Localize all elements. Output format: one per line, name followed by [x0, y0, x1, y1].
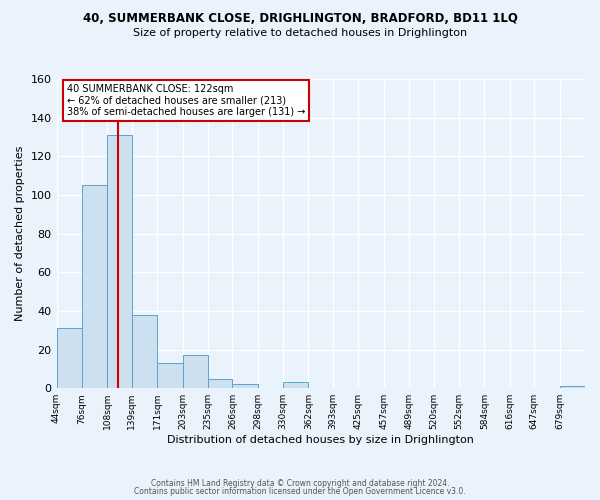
Bar — [232, 384, 258, 388]
Bar — [157, 363, 182, 388]
Bar — [107, 135, 132, 388]
Bar — [82, 186, 107, 388]
Text: 40 SUMMERBANK CLOSE: 122sqm
← 62% of detached houses are smaller (213)
38% of se: 40 SUMMERBANK CLOSE: 122sqm ← 62% of det… — [67, 84, 305, 117]
Y-axis label: Number of detached properties: Number of detached properties — [15, 146, 25, 322]
Text: Contains HM Land Registry data © Crown copyright and database right 2024.: Contains HM Land Registry data © Crown c… — [151, 478, 449, 488]
X-axis label: Distribution of detached houses by size in Drighlington: Distribution of detached houses by size … — [167, 435, 474, 445]
Bar — [560, 386, 585, 388]
Text: 40, SUMMERBANK CLOSE, DRIGHLINGTON, BRADFORD, BD11 1LQ: 40, SUMMERBANK CLOSE, DRIGHLINGTON, BRAD… — [83, 12, 517, 26]
Text: Size of property relative to detached houses in Drighlington: Size of property relative to detached ho… — [133, 28, 467, 38]
Text: Contains public sector information licensed under the Open Government Licence v3: Contains public sector information licen… — [134, 487, 466, 496]
Bar — [132, 315, 157, 388]
Bar — [283, 382, 308, 388]
Bar — [182, 356, 208, 388]
Bar — [208, 378, 232, 388]
Bar — [56, 328, 82, 388]
